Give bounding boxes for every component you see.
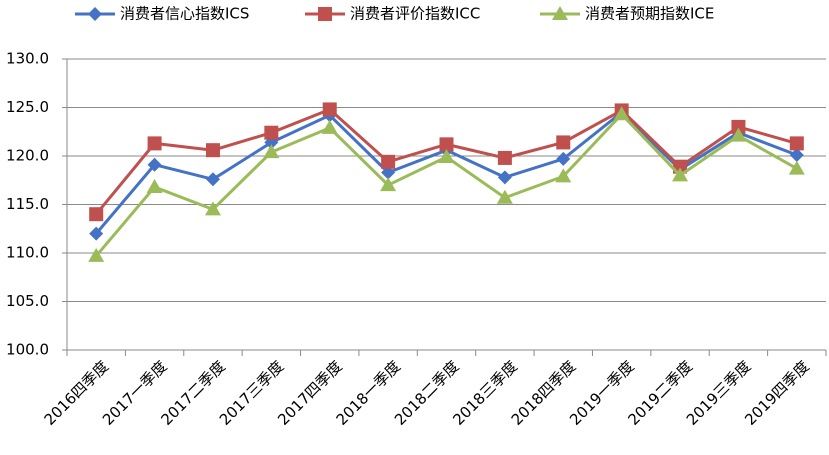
marker: [264, 125, 279, 140]
marker: [439, 137, 454, 152]
marker: [556, 135, 571, 150]
marker: [381, 154, 396, 169]
legend-label: 消费者信心指数ICS: [120, 5, 249, 23]
marker: [438, 148, 455, 163]
marker: [147, 136, 162, 151]
marker: [204, 201, 221, 216]
legend: 消费者信心指数ICS 消费者评价指数ICC 消费者预期指数ICE: [75, 5, 714, 23]
y-tick-label: 100.0: [6, 341, 49, 359]
marker: [672, 167, 689, 182]
legend-marker: [552, 6, 568, 20]
marker: [381, 165, 396, 180]
marker: [497, 150, 512, 165]
marker: [555, 168, 572, 183]
marker: [147, 157, 162, 172]
legend-label: 消费者预期指数ICE: [585, 5, 714, 23]
marker: [205, 143, 220, 158]
marker: [88, 247, 105, 262]
legend-label: 消费者评价指数ICC: [350, 5, 480, 23]
marker: [322, 102, 337, 117]
marker: [789, 148, 804, 163]
marker: [146, 179, 163, 194]
marker: [556, 151, 571, 166]
y-tick-label: 130.0: [6, 50, 49, 68]
marker: [613, 106, 630, 121]
marker: [789, 136, 804, 151]
marker: [731, 119, 746, 134]
y-tick-label: 105.0: [6, 292, 49, 310]
grid: 100.0105.0110.0115.0120.0125.0130.02016四…: [6, 50, 827, 429]
marker: [730, 127, 747, 142]
series-line: [95, 112, 798, 257]
marker: [205, 172, 220, 187]
series-line: [95, 110, 798, 235]
marker: [89, 226, 104, 241]
y-tick-label: 120.0: [6, 147, 49, 165]
y-tick-label: 110.0: [6, 244, 49, 262]
marker: [380, 177, 397, 192]
y-tick-label: 115.0: [6, 195, 49, 213]
y-tick-label: 125.0: [6, 98, 49, 116]
marker: [321, 119, 338, 134]
marker: [497, 170, 512, 185]
marker: [263, 144, 280, 159]
marker: [89, 207, 104, 222]
legend-marker: [88, 7, 102, 21]
marker: [496, 189, 513, 204]
legend-marker: [318, 7, 332, 21]
marker: [788, 160, 805, 175]
plot: [88, 102, 805, 262]
